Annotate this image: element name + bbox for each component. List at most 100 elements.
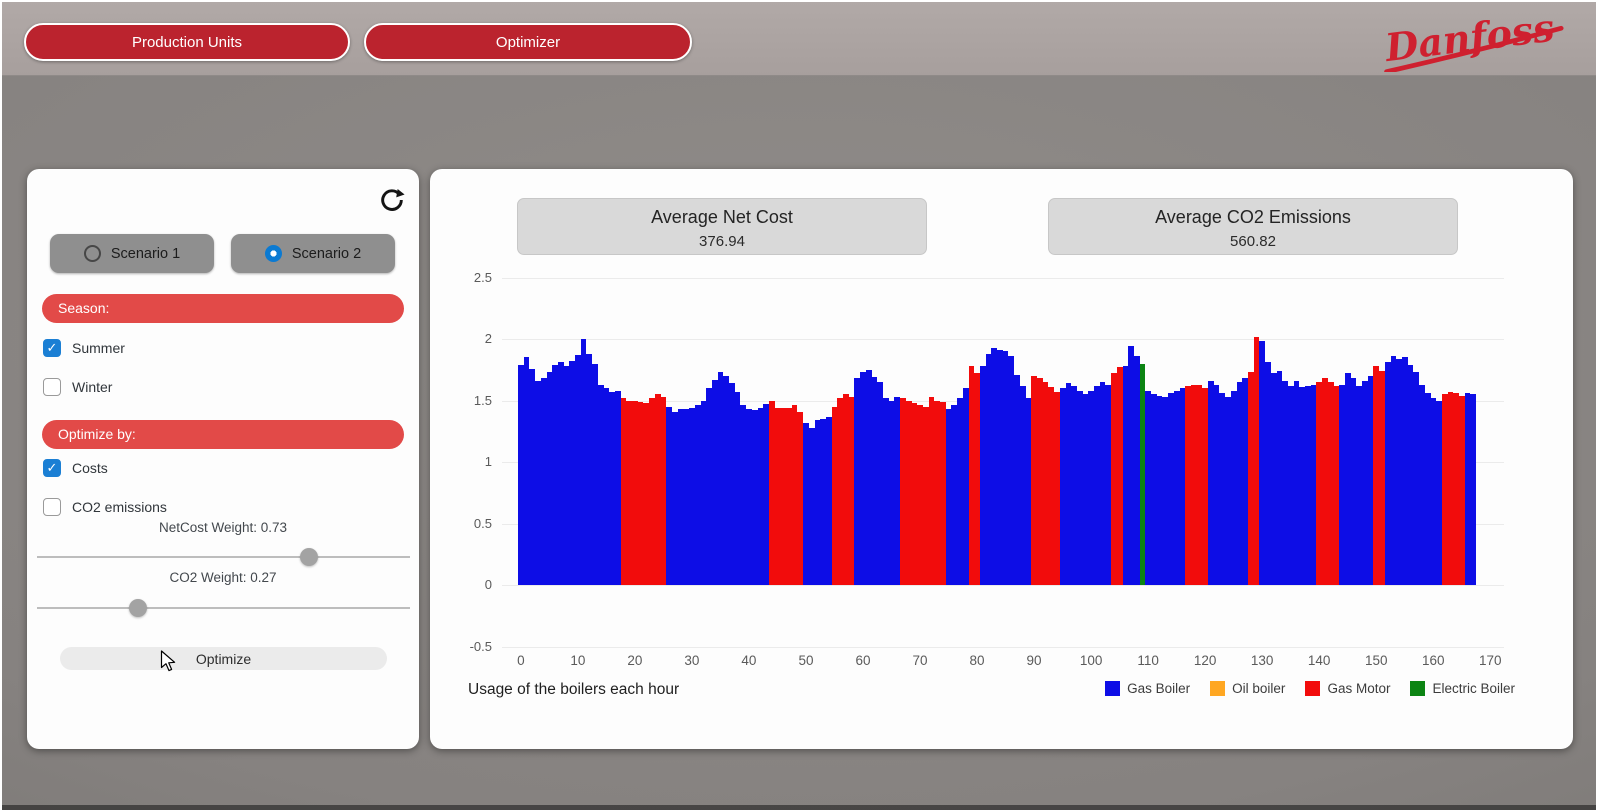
- gridline: [502, 585, 1504, 586]
- x-tick-label: 0: [517, 653, 525, 668]
- co2-slider-thumb[interactable]: [128, 599, 147, 617]
- chart-bar: [575, 355, 581, 585]
- x-tick-label: 150: [1364, 653, 1388, 668]
- boiler-usage-bar-chart: [518, 335, 1477, 585]
- season-header: Season:: [42, 294, 404, 323]
- co2-weight-slider[interactable]: [37, 599, 410, 617]
- chart-bar: [871, 377, 878, 585]
- chart-bar: [1430, 398, 1437, 585]
- chart-bar: [1333, 385, 1340, 585]
- chart-bar: [1059, 388, 1066, 585]
- chart-bar: [934, 400, 941, 585]
- refresh-icon[interactable]: [379, 187, 407, 215]
- chart-bar: [848, 396, 855, 585]
- chart-bar: [1322, 378, 1328, 585]
- legend-swatch-icon: [1210, 681, 1226, 696]
- legend-label: Electric Boiler: [1432, 681, 1515, 696]
- nav-production-units-button[interactable]: Production Units: [24, 23, 350, 61]
- chart-bar: [1076, 390, 1083, 585]
- chart-bar: [654, 394, 661, 585]
- chart-legend: Gas Boiler Oil boiler Gas Motor Electric Bo…: [1105, 681, 1515, 696]
- chart-bar: [791, 405, 798, 585]
- chart-bar: [1036, 378, 1043, 585]
- chart-bar: [1014, 374, 1020, 585]
- chart-bar: [535, 380, 541, 585]
- chart-bar: [797, 411, 804, 585]
- chart-bar: [666, 406, 672, 585]
- average-net-cost-value: 376.94: [699, 233, 745, 250]
- danfoss-logo: Danfoss: [1378, 5, 1568, 77]
- radio-selected-icon[interactable]: [264, 245, 282, 262]
- chart-bar: [649, 398, 655, 585]
- chart-bar: [1447, 391, 1454, 585]
- winter-label: Winter: [72, 379, 113, 395]
- co2-emissions-checkbox[interactable]: [43, 498, 61, 516]
- legend-label: Gas Boiler: [1127, 681, 1191, 696]
- chart-bar: [768, 400, 775, 585]
- scenario-2-button[interactable]: Scenario 2: [231, 234, 395, 273]
- chart-bar: [1384, 362, 1391, 585]
- co2-emissions-option-row: CO2 emissions: [43, 497, 167, 517]
- chart-bar: [1339, 384, 1345, 585]
- chart-bar: [620, 398, 627, 585]
- x-tick-label: 140: [1307, 653, 1331, 668]
- radio-unselected-icon[interactable]: [83, 245, 101, 262]
- nav-optimizer-button[interactable]: Optimizer: [364, 23, 692, 61]
- chart-bar: [1219, 393, 1226, 585]
- chart-bar: [683, 409, 690, 585]
- chart-bar: [962, 388, 969, 585]
- y-tick-label: 1.5: [473, 392, 492, 408]
- chart-bar: [1419, 384, 1425, 585]
- chart-bar: [1054, 391, 1060, 585]
- chart-bar: [1350, 378, 1357, 585]
- chart-bar: [1190, 384, 1197, 585]
- chart-bar: [1065, 383, 1072, 585]
- chart-bar: [991, 347, 998, 585]
- netcost-slider-thumb[interactable]: [300, 548, 319, 566]
- chart-bar: [945, 409, 952, 585]
- chart-bar: [1042, 382, 1049, 585]
- chart-bar: [1453, 393, 1460, 585]
- x-tick-label: 70: [912, 653, 928, 668]
- chart-bar: [985, 353, 992, 585]
- chart-bar: [1139, 363, 1146, 585]
- y-tick-label: 1: [484, 454, 492, 469]
- costs-checkbox[interactable]: ✓: [43, 459, 61, 477]
- chart-bar: [1413, 372, 1420, 585]
- x-tick-label: 90: [1026, 653, 1042, 668]
- average-net-cost-title: Average Net Cost: [651, 207, 793, 227]
- chart-bar: [900, 398, 906, 585]
- chart-bar: [706, 388, 712, 585]
- chart-bar: [928, 396, 935, 585]
- chart-bar: [734, 391, 741, 585]
- chart-bar: [1225, 396, 1231, 585]
- chart-bar: [905, 400, 912, 585]
- summer-checkbox[interactable]: ✓: [43, 339, 61, 357]
- chart-bar: [814, 420, 821, 585]
- chart-bar: [1196, 384, 1203, 585]
- chart-bar: [1162, 396, 1169, 585]
- gridline: [502, 339, 1504, 340]
- y-tick-label: 0: [484, 577, 492, 592]
- chart-bar: [854, 378, 861, 585]
- chart-bar: [974, 373, 980, 585]
- chart-bar: [951, 405, 958, 585]
- netcost-weight-slider[interactable]: [37, 548, 410, 566]
- optimize-button[interactable]: Optimize: [60, 647, 387, 670]
- x-tick-label: 20: [627, 653, 643, 668]
- chart-bar: [1282, 380, 1288, 585]
- chart-bar: [597, 384, 604, 585]
- chart-bar: [1151, 394, 1157, 585]
- winter-checkbox[interactable]: [43, 378, 61, 396]
- chart-bar: [877, 382, 883, 585]
- chart-bar: [865, 369, 872, 585]
- scenario-1-label: Scenario 1: [110, 245, 181, 262]
- chart-bar: [1373, 366, 1380, 585]
- chart-bar: [1276, 370, 1283, 585]
- scenario-1-button[interactable]: Scenario 1: [50, 234, 214, 273]
- chart-bar: [922, 406, 929, 585]
- chart-bar: [552, 364, 558, 585]
- y-tick-label: 0.5: [473, 515, 492, 531]
- costs-option-row: ✓ Costs: [43, 458, 108, 478]
- chart-bar: [968, 366, 975, 585]
